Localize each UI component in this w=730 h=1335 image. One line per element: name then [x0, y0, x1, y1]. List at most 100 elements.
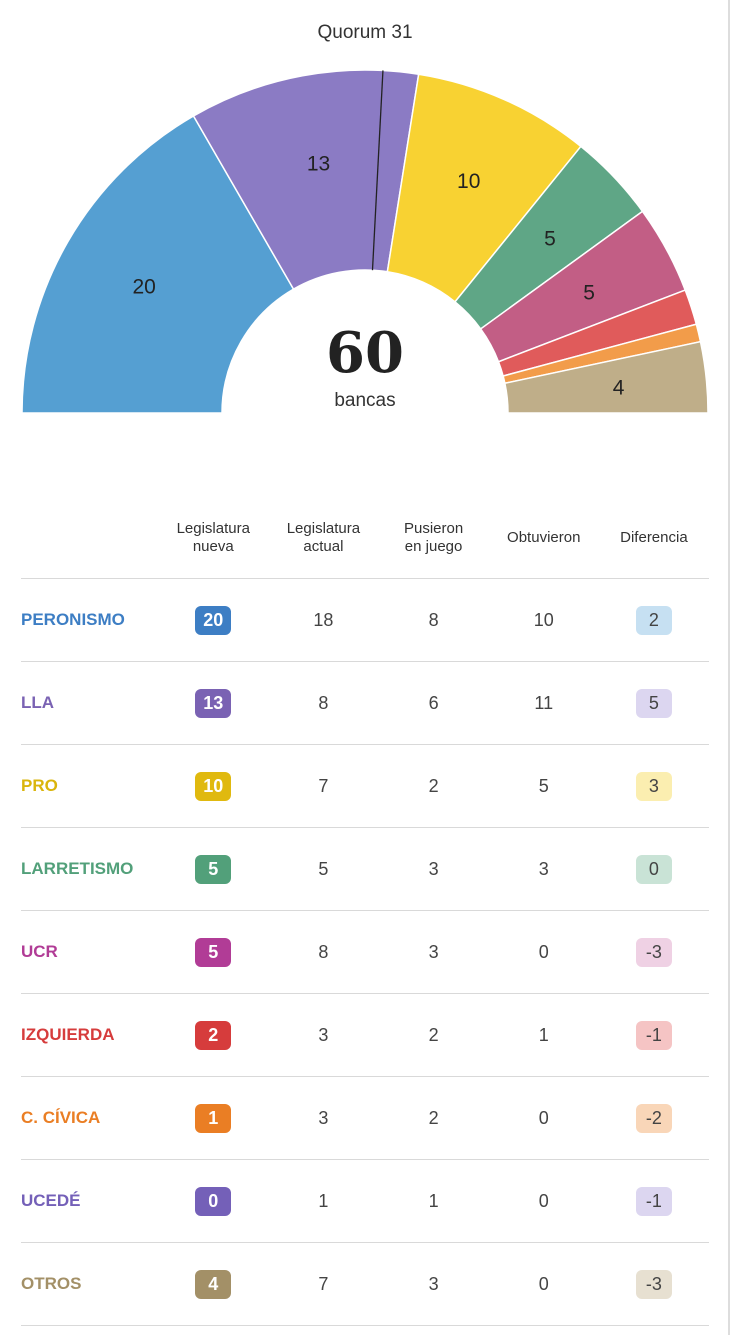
cell-legislatura-actual: 3 [268, 1076, 379, 1160]
cell-legislatura-nueva: 10 [158, 744, 269, 828]
cell-legislatura-nueva: 4 [158, 1242, 269, 1326]
cell-legislatura-nueva: 20 [158, 578, 269, 662]
cell-diferencia: -2 [598, 1076, 709, 1160]
seat-count-badge: 20 [195, 605, 232, 635]
party-name: PRO [21, 744, 159, 828]
cell-legislatura-actual: 8 [268, 910, 379, 994]
difference-badge: -3 [635, 937, 672, 967]
cell-pusieron-en-juego: 2 [378, 993, 489, 1077]
cell-obtuvieron: 0 [488, 1242, 599, 1326]
table-row: UCR 5 8 3 0 -3 [21, 910, 709, 994]
difference-badge: 2 [635, 605, 672, 635]
cell-obtuvieron: 5 [488, 744, 599, 828]
slice-peronismo [21, 114, 295, 414]
seat-count-badge: 10 [195, 771, 232, 801]
party-name: PERONISMO [21, 578, 159, 662]
cell-diferencia: 3 [598, 744, 709, 828]
slice-label: 13 [307, 152, 330, 175]
party-name: UCEDÉ [21, 1159, 159, 1243]
cell-pusieron-en-juego: 3 [378, 910, 489, 994]
difference-badge: -1 [635, 1186, 672, 1216]
cell-obtuvieron: 0 [488, 1076, 599, 1160]
quorum-marker [371, 70, 384, 271]
slice-label: 10 [457, 170, 480, 193]
header-pusieron-en-juego: Pusieron en juego [378, 498, 489, 579]
cell-legislatura-actual: 8 [268, 661, 379, 745]
cell-legislatura-actual: 7 [268, 744, 379, 828]
cell-pusieron-en-juego: 6 [378, 661, 489, 745]
cell-legislatura-nueva: 5 [158, 910, 269, 994]
table-row: PRO 10 7 2 5 3 [21, 744, 709, 828]
cell-obtuvieron: 0 [488, 1159, 599, 1243]
cell-legislatura-actual: 18 [268, 578, 379, 662]
table-row: LLA 13 8 6 11 5 [21, 661, 709, 745]
table-header-row: Legislatura nueva Legislatura actual Pusie… [21, 498, 709, 579]
header-diferencia: Diferencia [598, 498, 709, 579]
table-row: C. CÍVICA 1 3 2 0 -2 [21, 1076, 709, 1160]
slice-label: 5 [544, 227, 556, 250]
cell-diferencia: 0 [598, 827, 709, 911]
header-legislatura-nueva: Legislatura nueva [158, 498, 269, 579]
page-right-border [728, 0, 730, 1335]
slice-label: 5 [583, 281, 595, 304]
cell-legislatura-nueva: 13 [158, 661, 269, 745]
table-row: LARRETISMO 5 5 3 3 0 [21, 827, 709, 911]
cell-pusieron-en-juego: 8 [378, 578, 489, 662]
seat-count-badge: 1 [195, 1103, 232, 1133]
cell-pusieron-en-juego: 2 [378, 744, 489, 828]
cell-legislatura-nueva: 1 [158, 1076, 269, 1160]
cell-diferencia: -1 [598, 993, 709, 1077]
cell-pusieron-en-juego: 2 [378, 1076, 489, 1160]
difference-badge: -1 [635, 1020, 672, 1050]
cell-diferencia: 5 [598, 661, 709, 745]
results-table: Legislatura nueva Legislatura actual Pusie… [21, 498, 709, 1326]
seat-count-badge: 13 [195, 688, 232, 718]
party-name: C. CÍVICA [21, 1076, 159, 1160]
difference-badge: -2 [635, 1103, 672, 1133]
header-legislatura-actual: Legislatura actual [268, 498, 379, 579]
total-seats: 60 [326, 320, 404, 386]
party-name: OTROS [21, 1242, 159, 1326]
header-obtuvieron: Obtuvieron [488, 498, 599, 579]
difference-badge: 3 [635, 771, 672, 801]
cell-pusieron-en-juego: 3 [378, 827, 489, 911]
party-name: LLA [21, 661, 159, 745]
cell-legislatura-actual: 3 [268, 993, 379, 1077]
slice-label: 4 [613, 376, 625, 399]
cell-obtuvieron: 1 [488, 993, 599, 1077]
total-seats-label: bancas [334, 390, 396, 411]
hemicycle-chart: 20 13 10 5 5 4 [21, 69, 709, 414]
seat-count-badge: 5 [195, 854, 232, 884]
cell-diferencia: -1 [598, 1159, 709, 1243]
seat-count-badge: 0 [195, 1186, 232, 1216]
difference-badge: 0 [635, 854, 672, 884]
cell-legislatura-nueva: 5 [158, 827, 269, 911]
cell-obtuvieron: 11 [488, 661, 599, 745]
difference-badge: -3 [635, 1269, 672, 1299]
table-row: PERONISMO 20 18 8 10 2 [21, 578, 709, 662]
party-name: UCR [21, 910, 159, 994]
party-name: LARRETISMO [21, 827, 159, 911]
slice-otros [503, 340, 709, 414]
party-name: IZQUIERDA [21, 993, 159, 1077]
cell-legislatura-actual: 1 [268, 1159, 379, 1243]
cell-obtuvieron: 3 [488, 827, 599, 911]
cell-pusieron-en-juego: 1 [378, 1159, 489, 1243]
slice-label: 20 [132, 276, 155, 299]
cell-legislatura-actual: 5 [268, 827, 379, 911]
cell-obtuvieron: 10 [488, 578, 599, 662]
cell-pusieron-en-juego: 3 [378, 1242, 489, 1326]
seat-count-badge: 2 [195, 1020, 232, 1050]
cell-diferencia: -3 [598, 910, 709, 994]
cell-legislatura-nueva: 2 [158, 993, 269, 1077]
difference-badge: 5 [635, 688, 672, 718]
table-row: OTROS 4 7 3 0 -3 [21, 1242, 709, 1326]
seat-count-badge: 4 [195, 1269, 232, 1299]
cell-diferencia: -3 [598, 1242, 709, 1326]
slice-lla [192, 69, 420, 291]
table-row: UCEDÉ 0 1 1 0 -1 [21, 1159, 709, 1243]
seat-count-badge: 5 [195, 937, 232, 967]
cell-legislatura-nueva: 0 [158, 1159, 269, 1243]
cell-legislatura-actual: 7 [268, 1242, 379, 1326]
table-row: IZQUIERDA 2 3 2 1 -1 [21, 993, 709, 1077]
